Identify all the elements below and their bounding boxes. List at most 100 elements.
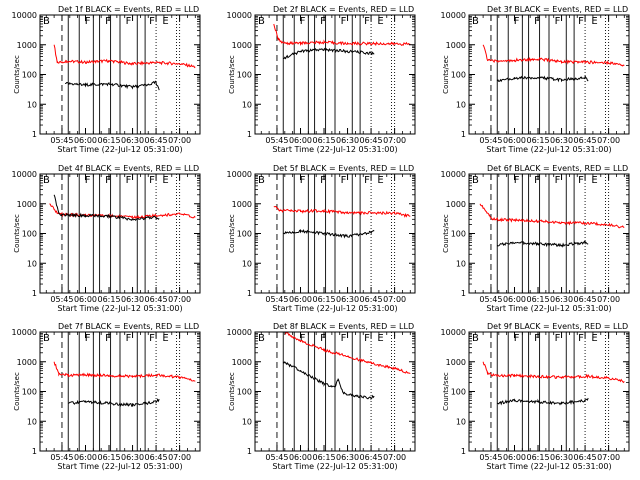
- events-series-line: [496, 240, 589, 248]
- y-axis-label: Counts/sec: [228, 372, 236, 411]
- y-tick-label: 100: [451, 230, 466, 239]
- y-tick-label: 10: [456, 417, 466, 426]
- lld-series-line: [273, 23, 411, 47]
- y-axis-label: Counts/sec: [442, 55, 450, 94]
- segment-letter: F: [300, 16, 306, 27]
- x-tick-label: 07:00: [597, 295, 620, 304]
- x-tick-label: 06:30: [336, 136, 359, 145]
- x-tick-label: 05:45: [50, 136, 73, 145]
- segment-letter: F: [578, 333, 584, 344]
- segment-letter: F: [534, 16, 540, 27]
- x-axis-label: Start Time (22-Jul-12 05:31:00): [57, 145, 182, 154]
- segment-letter: F: [514, 175, 520, 186]
- x-tick-label: 06:00: [289, 295, 312, 304]
- segment-letter: F: [149, 333, 155, 344]
- x-tick-label: 06:00: [289, 136, 312, 145]
- y-tick-label: 1000: [17, 358, 37, 367]
- x-tick-label: 06:45: [574, 136, 597, 145]
- segment-letter: F: [534, 175, 540, 186]
- x-tick-label: 06:00: [74, 295, 97, 304]
- y-tick-label: 100: [22, 230, 37, 239]
- x-tick-label: 06:30: [336, 453, 359, 462]
- y-tick-label: 10: [242, 259, 252, 268]
- x-tick-label: 06:15: [97, 453, 120, 462]
- segment-letter: F: [555, 333, 561, 344]
- lld-series-line: [284, 332, 411, 375]
- x-tick-label: 06:30: [550, 295, 573, 304]
- events-series-line: [496, 75, 589, 83]
- lld-series-line: [53, 44, 196, 69]
- y-tick-label: 1: [32, 289, 37, 298]
- events-series-line: [283, 229, 375, 239]
- y-tick-label: 1: [32, 447, 37, 456]
- y-axis-label: Counts/sec: [228, 214, 236, 253]
- y-tick-label: 10000: [227, 328, 252, 337]
- y-tick-label: 10000: [227, 11, 252, 20]
- y-tick-label: 1: [461, 447, 466, 456]
- x-tick-label: 05:45: [479, 136, 502, 145]
- y-tick-label: 10: [27, 417, 37, 426]
- segment-letter: E: [162, 16, 168, 27]
- y-tick-label: 100: [237, 388, 252, 397]
- x-tick-label: 05:45: [265, 136, 288, 145]
- segment-letter: F: [149, 175, 155, 186]
- segment-letter: B: [43, 333, 50, 344]
- x-tick-label: 06:00: [503, 295, 526, 304]
- lld-series-line: [273, 205, 411, 218]
- x-tick-label: 06:00: [289, 453, 312, 462]
- y-tick-label: 1: [247, 130, 252, 139]
- x-tick-label: 06:30: [336, 295, 359, 304]
- y-tick-label: 1000: [446, 41, 466, 50]
- segment-letter: F: [341, 175, 347, 186]
- segment-letter: F: [320, 175, 326, 186]
- segment-letter: F: [105, 175, 111, 186]
- x-tick-label: 06:45: [360, 453, 383, 462]
- y-tick-label: 10000: [441, 11, 466, 20]
- x-tick-label: 06:45: [360, 136, 383, 145]
- x-tick-label: 06:30: [550, 453, 573, 462]
- x-tick-label: 06:45: [574, 295, 597, 304]
- events-series-line: [68, 398, 160, 407]
- segment-letter: F: [364, 175, 370, 186]
- x-tick-label: 06:45: [574, 453, 597, 462]
- panel-title: Det 5f BLACK = Events, RED = LLD: [273, 164, 414, 173]
- y-axis-label: Counts/sec: [13, 55, 21, 94]
- segment-letter: F: [300, 175, 306, 186]
- x-axis-label: Start Time (22-Jul-12 05:31:00): [272, 462, 397, 471]
- segment-letter: F: [105, 333, 111, 344]
- y-tick-label: 100: [22, 71, 37, 80]
- y-tick-label: 10: [456, 100, 466, 109]
- segment-letter: F: [126, 175, 132, 186]
- segment-letter: E: [591, 16, 597, 27]
- y-tick-label: 1: [461, 289, 466, 298]
- segment-letter: F: [341, 16, 347, 27]
- x-tick-label: 07:00: [168, 295, 191, 304]
- x-tick-label: 06:15: [526, 453, 549, 462]
- segment-letter: B: [43, 175, 50, 186]
- lld-series-line: [49, 203, 196, 220]
- segment-letter: E: [162, 333, 168, 344]
- segment-letter: F: [126, 333, 132, 344]
- x-tick-label: 05:45: [479, 295, 502, 304]
- segment-letter: E: [591, 333, 597, 344]
- y-tick-label: 1000: [232, 41, 252, 50]
- y-axis-label: Counts/sec: [13, 372, 21, 411]
- segment-letter: F: [320, 16, 326, 27]
- segment-letter: E: [377, 333, 383, 344]
- events-series-line: [283, 47, 375, 60]
- segment-letter: F: [555, 175, 561, 186]
- panel-title: Det 8f BLACK = Events, RED = LLD: [273, 322, 414, 331]
- x-tick-label: 06:30: [121, 295, 144, 304]
- segment-letter: F: [578, 175, 584, 186]
- x-tick-label: 06:15: [526, 295, 549, 304]
- x-tick-label: 05:45: [265, 295, 288, 304]
- lld-series-line: [482, 44, 625, 67]
- y-tick-label: 1000: [17, 41, 37, 50]
- y-tick-label: 10000: [441, 328, 466, 337]
- segment-letter: E: [377, 16, 383, 27]
- panel-title: Det 1f BLACK = Events, RED = LLD: [58, 5, 199, 14]
- x-tick-label: 05:45: [479, 453, 502, 462]
